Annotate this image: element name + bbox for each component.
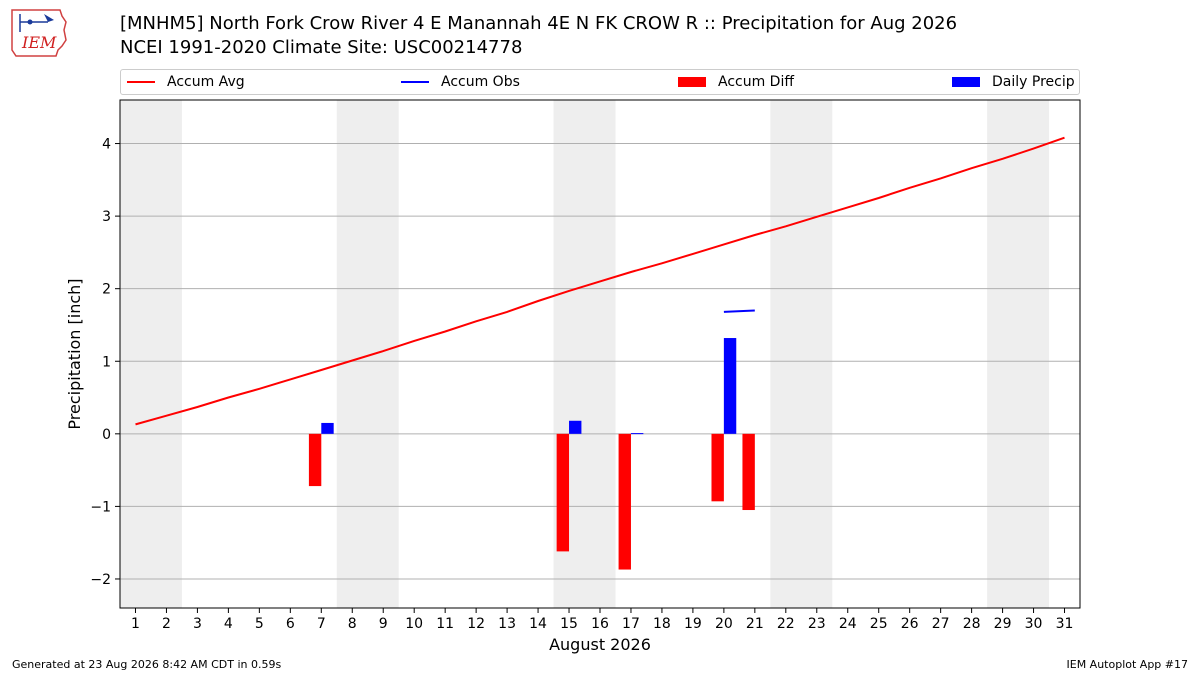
x-tick-label: 31 [1056, 616, 1074, 632]
x-axis-label: August 2026 [549, 635, 651, 654]
legend-item-accum-avg: Accum Avg [127, 70, 245, 94]
weekend-band [770, 100, 833, 608]
x-tick-label: 11 [436, 616, 454, 632]
line-accum-avg [135, 136, 1065, 426]
y-tick-label: −1 [90, 499, 111, 515]
legend-label: Accum Obs [441, 74, 520, 90]
x-tick-label: 2 [162, 616, 171, 632]
legend-item-accum-obs: Accum Obs [401, 70, 520, 94]
app-footer: IEM Autoplot App #17 [1066, 658, 1189, 671]
legend-item-accum-diff: Accum Diff [678, 70, 794, 94]
x-tick-label: 14 [529, 616, 547, 632]
x-tick-label: 1 [131, 616, 140, 632]
weekend-shading [120, 100, 1050, 608]
weekend-band [987, 100, 1050, 608]
x-tick-label: 29 [994, 616, 1012, 632]
x-tick-label: 23 [808, 616, 826, 632]
chart-legend: Accum Avg Accum Obs Accum Diff Daily Pre… [120, 69, 1080, 95]
x-tick-label: 21 [746, 616, 764, 632]
generated-footer: Generated at 23 Aug 2026 8:42 AM CDT in … [12, 658, 282, 671]
bar-daily-precip [569, 420, 582, 434]
x-tick-label: 28 [963, 616, 981, 632]
chart-title: [MNHM5] North Fork Crow River 4 E Manann… [120, 13, 958, 34]
logo-text: IEM [21, 33, 57, 52]
legend-swatch [678, 77, 706, 87]
legend-label: Daily Precip [992, 74, 1075, 90]
x-tick-label: 8 [348, 616, 357, 632]
bar-accum-diff [742, 433, 755, 511]
x-tick-label: 22 [777, 616, 795, 632]
x-tick-label: 12 [467, 616, 485, 632]
axis-ticks: 1 2 3 4 5 6 7 8 9 10 11 12 13 14 15 16 17 18 19 20 21 22 23 24 2… [90, 137, 1073, 632]
x-tick-label: 10 [405, 616, 423, 632]
bar-accum-diff [711, 433, 724, 502]
y-tick-label: 4 [102, 137, 111, 153]
bar-daily-precip [723, 338, 737, 434]
x-tick-label: 19 [684, 616, 702, 632]
x-tick-label: 17 [622, 616, 640, 632]
x-tick-label: 26 [901, 616, 919, 632]
bar-accum-diff [618, 433, 631, 570]
x-tick-label: 25 [870, 616, 888, 632]
chart-subtitle: NCEI 1991-2020 Climate Site: USC00214778 [120, 37, 523, 58]
x-tick-label: 3 [193, 616, 202, 632]
weekend-band [336, 100, 399, 608]
x-tick-label: 13 [498, 616, 516, 632]
x-tick-label: 5 [255, 616, 264, 632]
grid-lines [120, 143, 1080, 580]
bar-daily-precip [321, 422, 334, 434]
x-tick-label: 4 [224, 616, 233, 632]
x-tick-label: 27 [932, 616, 950, 632]
bar-accum-diff [308, 433, 322, 487]
y-tick-label: 1 [102, 354, 111, 370]
legend-item-daily-precip: Daily Precip [952, 70, 1075, 94]
legend-label: Accum Avg [167, 74, 245, 90]
y-tick-label: 0 [102, 427, 111, 443]
x-tick-label: 20 [715, 616, 733, 632]
legend-swatch [952, 77, 980, 87]
x-tick-label: 16 [591, 616, 609, 632]
legend-label: Accum Diff [718, 74, 795, 90]
y-tick-label: −2 [90, 572, 111, 588]
data-marks [135, 136, 1065, 570]
x-tick-label: 7 [317, 616, 326, 632]
y-tick-label: 3 [102, 209, 111, 225]
weekend-band [120, 100, 182, 608]
legend-swatch [401, 81, 429, 83]
x-tick-label: 9 [379, 616, 388, 632]
y-axis-label: Precipitation [inch] [65, 278, 84, 429]
bar-accum-diff [556, 433, 570, 552]
line-accum-obs [723, 309, 755, 313]
x-tick-label: 30 [1025, 616, 1043, 632]
x-tick-label: 6 [286, 616, 295, 632]
y-tick-label: 2 [102, 282, 111, 298]
bar-daily-precip [630, 433, 644, 435]
legend-swatch [127, 81, 155, 83]
iem-logo: IEM [11, 9, 67, 57]
x-tick-label: 24 [839, 616, 857, 632]
x-tick-label: 15 [560, 616, 578, 632]
x-tick-label: 18 [653, 616, 671, 632]
